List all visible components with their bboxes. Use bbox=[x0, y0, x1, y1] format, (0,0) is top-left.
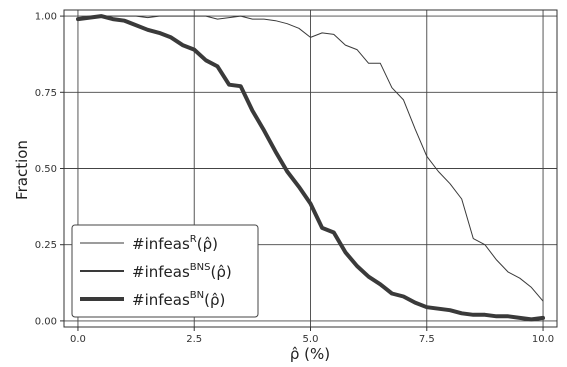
x-tick-label: 0.0 bbox=[70, 334, 86, 345]
legend-arg-bn: (ρ̂) bbox=[204, 291, 225, 309]
legend-sup-bns: BNS bbox=[190, 262, 211, 273]
legend-sup-r: R bbox=[190, 234, 197, 245]
y-tick-label: 0.50 bbox=[35, 164, 57, 175]
legend-arg-r: (ρ̂) bbox=[197, 235, 218, 253]
legend-base-bns: #infeas bbox=[132, 263, 190, 281]
x-axis-label: ρ̂ (%) bbox=[290, 345, 330, 363]
y-tick-label: 0.25 bbox=[35, 240, 57, 251]
legend-entry-bn: #infeasBN(ρ̂) bbox=[132, 290, 225, 309]
legend-arg-bns: (ρ̂) bbox=[210, 263, 231, 281]
legend-sup-bn: BN bbox=[190, 290, 204, 301]
y-axis-label: Fraction bbox=[13, 140, 31, 200]
legend: #infeasR(ρ̂) #infeasBNS(ρ̂) #infeasBN(ρ̂… bbox=[71, 224, 259, 318]
series-line-r bbox=[77, 15, 544, 302]
x-tick-label: 7.5 bbox=[419, 334, 435, 345]
y-tick-label: 0.75 bbox=[35, 88, 57, 99]
tick-labels: 0.0 2.5 5.0 7.5 10.0 0.00 0.25 0.50 0.75 1.00 bbox=[35, 12, 554, 345]
legend-base-bn: #infeas bbox=[132, 291, 190, 309]
x-tick-label: 2.5 bbox=[186, 334, 202, 345]
legend-entry-bns: #infeasBNS(ρ̂) bbox=[132, 262, 232, 281]
legend-base-r: #infeas bbox=[132, 235, 190, 253]
x-tick-label: 10.0 bbox=[532, 334, 554, 345]
y-tick-label: 0.00 bbox=[35, 316, 57, 327]
series-line-bn bbox=[76, 14, 545, 322]
series-lines bbox=[76, 14, 545, 322]
legend-entry-r: #infeasR(ρ̂) bbox=[132, 234, 218, 253]
legend-box bbox=[71, 224, 259, 318]
y-tick-label: 1.00 bbox=[35, 12, 57, 23]
x-tick-label: 5.0 bbox=[303, 334, 319, 345]
